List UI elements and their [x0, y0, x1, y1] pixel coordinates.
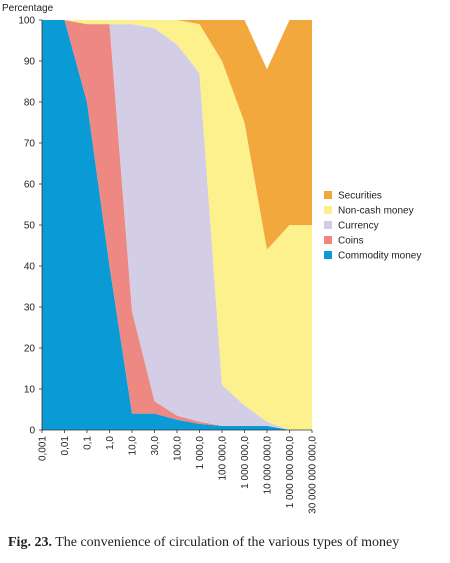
- y-axis-label: Percentage: [2, 3, 54, 14]
- legend-label-coins: Coins: [338, 236, 364, 247]
- y-axis-ticks: 0 10 20 30 40 50 60 70 80 90 100: [18, 16, 42, 437]
- x-tick-label: 10,0: [128, 436, 139, 456]
- legend-swatch-securities: [324, 191, 332, 199]
- x-tick-label: 0,001: [38, 436, 49, 461]
- y-tick-label: 90: [24, 57, 36, 68]
- x-tick-label: 1,0: [105, 436, 116, 450]
- x-tick-label: 0,01: [60, 436, 71, 456]
- figure-caption-label: Fig. 23.: [8, 535, 52, 550]
- x-tick-label: 30 000 000 000,0: [308, 436, 319, 514]
- area-currency: [42, 20, 312, 430]
- y-tick-label: 100: [18, 16, 35, 27]
- y-tick-label: 70: [24, 139, 36, 150]
- area-commodity-money: [42, 20, 312, 430]
- x-tick-label: 100,0: [173, 436, 184, 461]
- y-tick-label: 0: [29, 426, 35, 437]
- x-axis-ticks: 0,001 0,01 0,1 1,0 10,0 30,0 100,0 1 000,0 100 0…: [38, 430, 319, 514]
- legend-swatch-currency: [324, 221, 332, 229]
- x-tick-label: 10 000 000,0: [263, 436, 274, 495]
- x-tick-label: 30,0: [150, 436, 161, 456]
- y-tick-label: 60: [24, 180, 36, 191]
- x-tick-label: 1 000 000 000,0: [285, 436, 296, 509]
- legend-label-non-cash-money: Non-cash money: [338, 206, 414, 217]
- legend-label-currency: Currency: [338, 221, 379, 232]
- y-tick-label: 40: [24, 262, 36, 273]
- y-tick-label: 80: [24, 98, 36, 109]
- legend-swatch-commodity-money: [324, 251, 332, 259]
- figure-caption: Fig. 23. The convenience of circulation …: [8, 535, 448, 551]
- x-tick-label: 1 000 000,0: [240, 436, 251, 489]
- legend-swatch-coins: [324, 236, 332, 244]
- x-tick-label: 100 000,0: [218, 436, 229, 481]
- area-series-group: [42, 20, 312, 430]
- x-tick-label: 0,1: [83, 436, 94, 450]
- stacked-area-chart: 0 10 20 30 40 50 60 70 80 90 100 0,001 0,01 0,1 1,0 10…: [2, 3, 421, 514]
- legend-swatch-non-cash-money: [324, 206, 332, 214]
- y-tick-label: 30: [24, 303, 36, 314]
- area-coins: [42, 20, 312, 430]
- x-tick-label: 1 000,0: [195, 436, 206, 470]
- y-tick-label: 10: [24, 385, 36, 396]
- legend-label-commodity-money: Commodity money: [338, 251, 421, 262]
- figure-caption-text: The convenience of circulation of the va…: [51, 535, 400, 550]
- y-tick-label: 20: [24, 344, 36, 355]
- legend: Securities Non-cash money Currency Coins Com…: [324, 191, 421, 262]
- area-securities: [42, 20, 312, 250]
- legend-label-securities: Securities: [338, 191, 382, 202]
- y-tick-label: 50: [24, 221, 36, 232]
